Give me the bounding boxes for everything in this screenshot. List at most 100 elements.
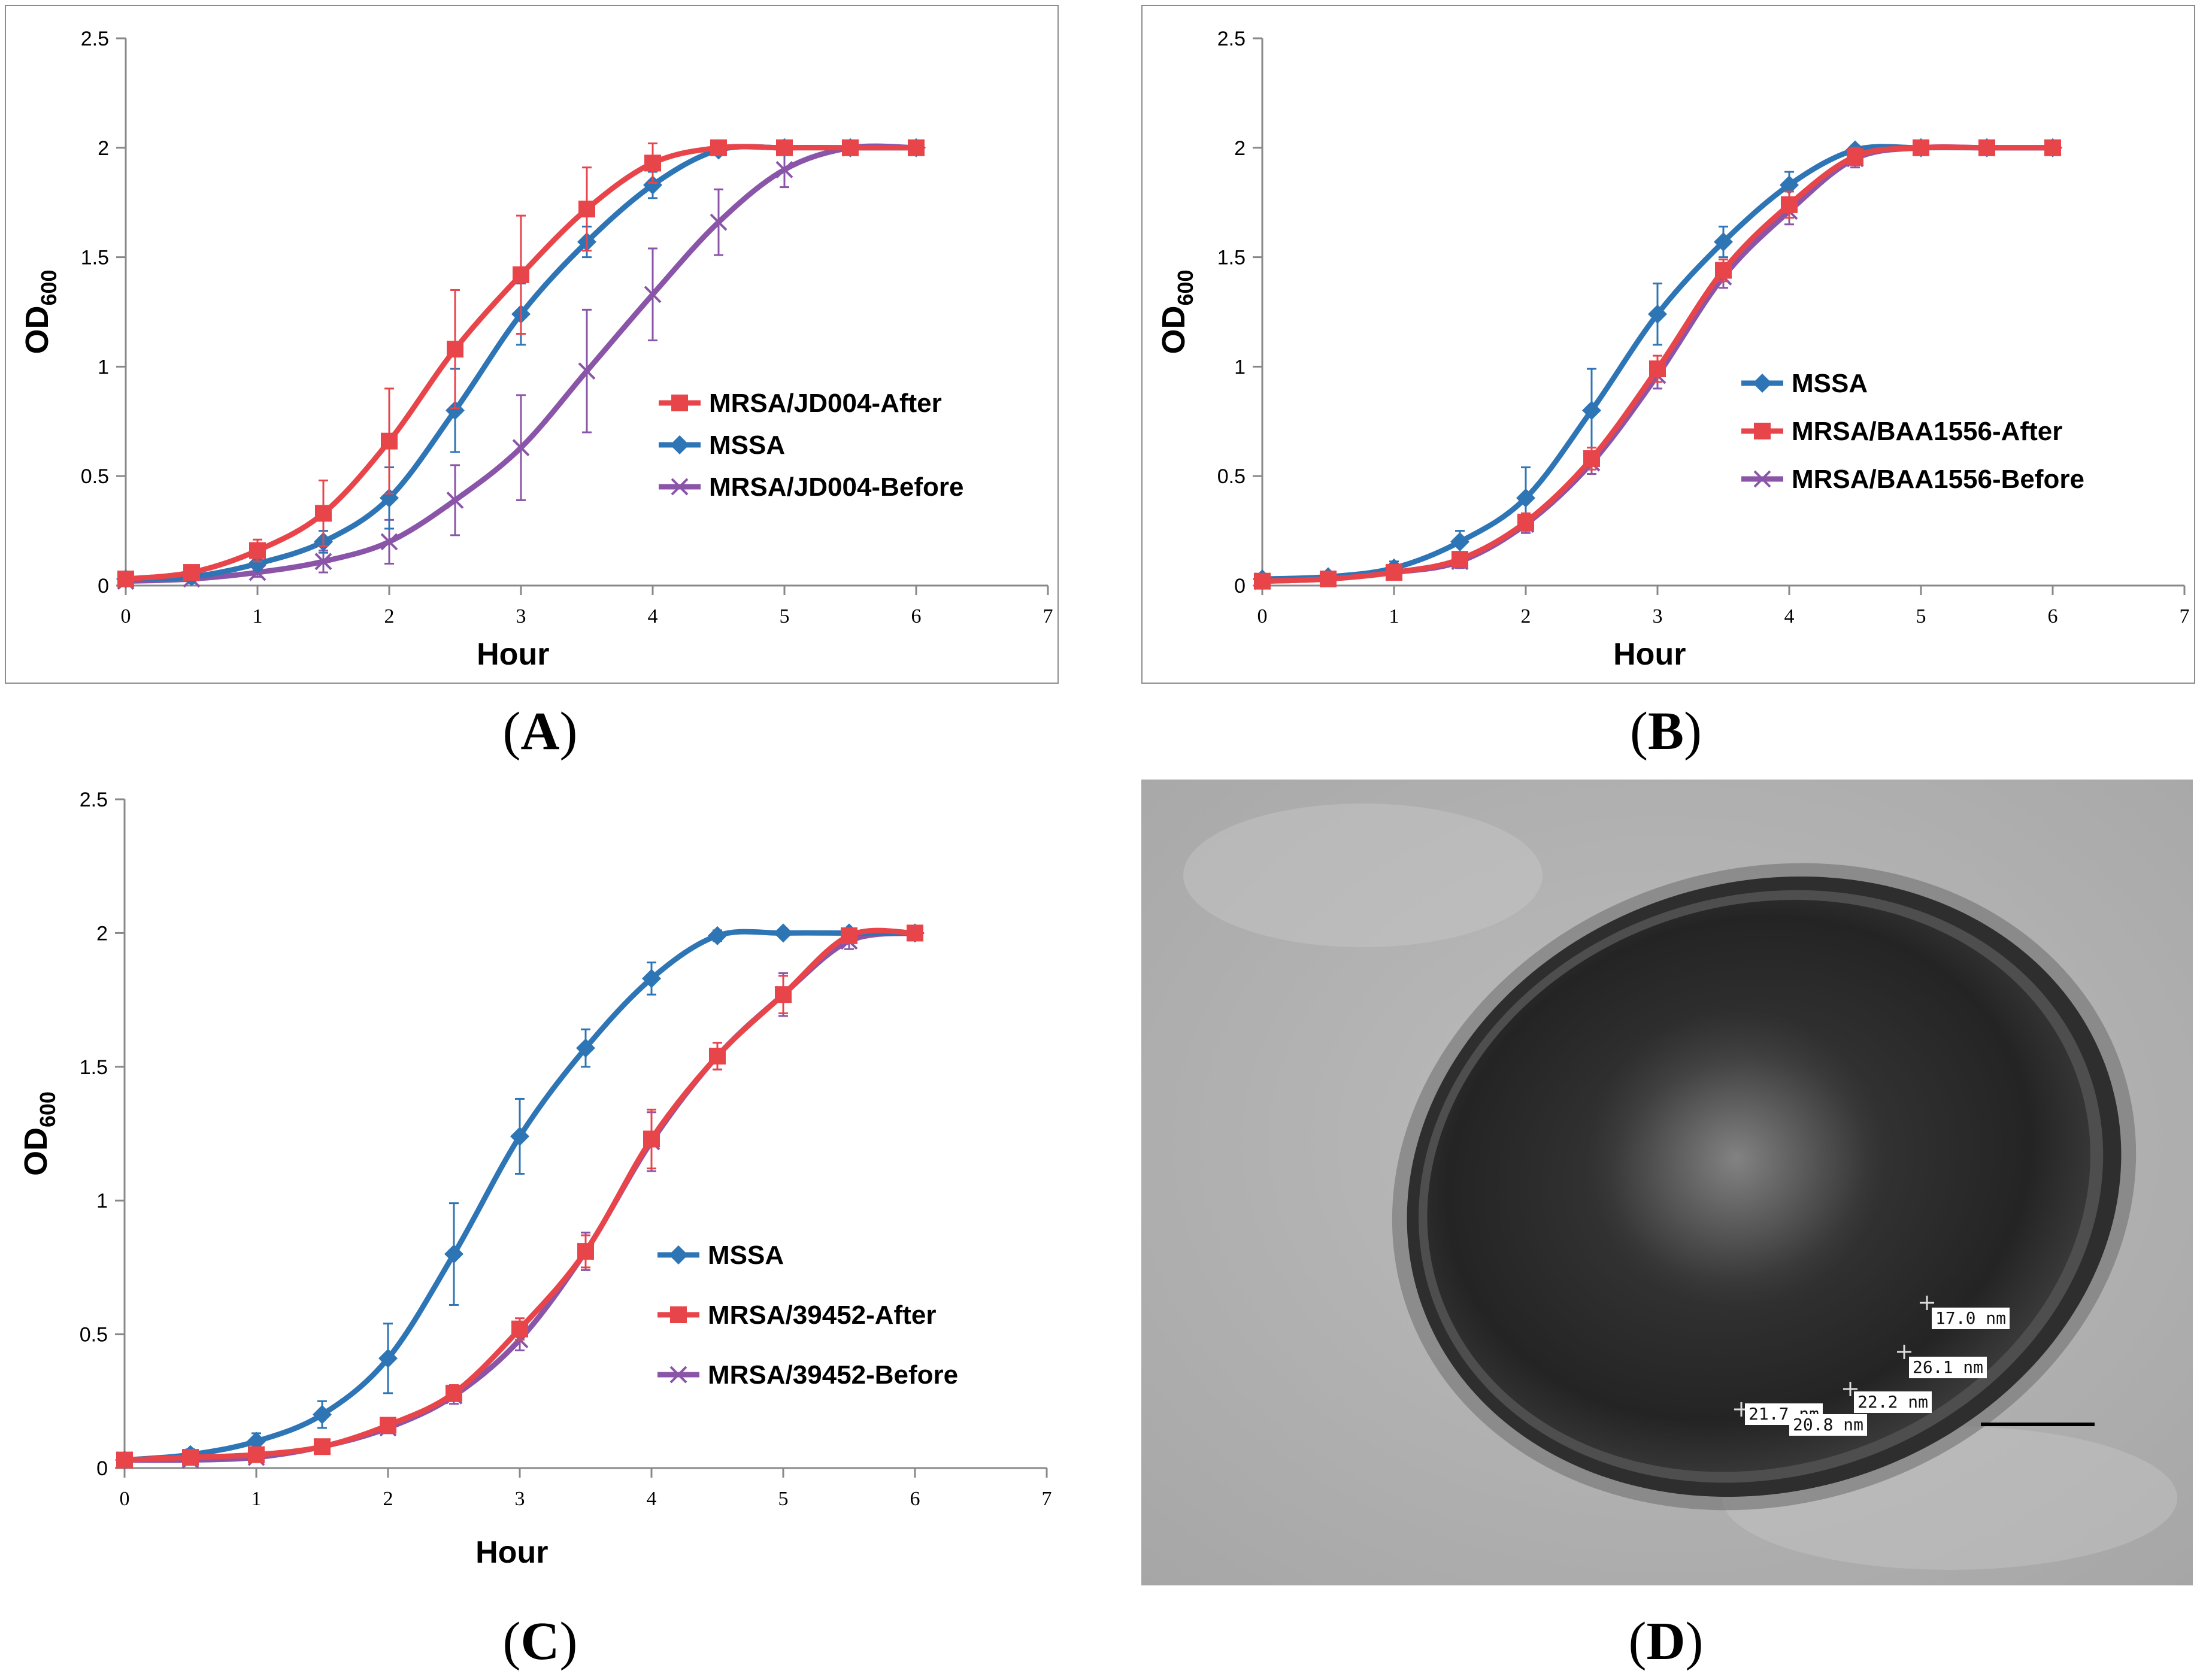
legend-marker: [1754, 423, 1771, 439]
data-point: [774, 923, 793, 943]
growth-curve-chart-b: 0 0.5 1 1.5 2 2.5 0 1 2 3 4 5 6 7 Hour OD600 MSSA MRSA/BA…: [1156, 28, 2190, 672]
data-point: [512, 439, 530, 457]
data-point: [643, 175, 662, 195]
x-axis-label: Hour: [477, 637, 549, 672]
data-point: [446, 492, 464, 509]
data-point: [248, 1446, 265, 1463]
data-point: [117, 571, 134, 588]
data-point: [709, 1047, 726, 1065]
caption-a: (A): [502, 702, 578, 761]
legend-item-before: MRSA/JD004-Before: [659, 472, 963, 502]
data-point: [775, 986, 792, 1003]
legend-marker: [670, 435, 689, 454]
growth-curve-chart-a: 0 0.5 1 1.5 2 2.5 0 1 2 3 4 5 6 7 Hour OD600 MRSA/JD004-…: [19, 28, 1053, 672]
y-tick-label: 0: [98, 575, 109, 598]
y-axis-label: OD600: [19, 269, 61, 354]
data-point: [510, 1126, 529, 1146]
data-point: [1583, 450, 1600, 467]
y-tick-label: 1.5: [1217, 247, 1246, 269]
legend-label: MRSA/BAA1556-After: [1792, 417, 2062, 446]
growth-curve-chart-c: 0 0.5 1 1.5 2 2.5 0 1 2 3 4 5 6 7 Hour OD600 MSSA MRSA/39…: [18, 789, 1052, 1570]
data-point: [1320, 571, 1337, 588]
y-tick-label: 1: [96, 1190, 108, 1212]
data-point: [1649, 360, 1666, 378]
data-point: [380, 1417, 396, 1434]
data-point: [775, 160, 793, 178]
series-line: [123, 144, 919, 582]
caption-b: (B): [1630, 702, 1702, 761]
y-tick-label: 1.5: [80, 1056, 108, 1079]
data-point: [708, 926, 727, 945]
data-point: [1913, 139, 1929, 156]
measurement-label-5: 20.8 nm: [1789, 1414, 1868, 1436]
chart-panel-b: 0 0.5 1 1.5 2 2.5 0 1 2 3 4 5 6 7 Hour OD600 MSSA MRSA/BA…: [1141, 5, 2195, 684]
legend-marker: [669, 1366, 687, 1384]
x-tick-label: 6: [910, 1488, 920, 1510]
data-point: [313, 1405, 332, 1424]
x-tick-label: 3: [515, 1488, 525, 1510]
x-tick-label: 1: [1389, 605, 1399, 627]
y-tick-label: 1: [1234, 356, 1246, 378]
series-after: [117, 139, 925, 588]
y-tick-label: 2: [96, 922, 108, 945]
x-tick-label: 7: [1042, 1488, 1052, 1510]
legend-item-mssa: MSSA: [1741, 369, 1868, 398]
x-tick-label: 5: [1916, 605, 1926, 627]
legend-item-mssa: MSSA: [657, 1241, 784, 1270]
y-tick-label: 2.5: [80, 789, 108, 811]
y-tick-label: 2: [1234, 137, 1246, 160]
x-tick-label: 3: [516, 605, 526, 627]
data-point: [578, 201, 595, 218]
data-point: [378, 1348, 398, 1368]
legend-label: MRSA/JD004-Before: [709, 472, 963, 502]
x-tick-label: 0: [1257, 605, 1268, 627]
x-tick-label: 4: [648, 605, 658, 627]
x-axis-label: Hour: [475, 1535, 548, 1570]
y-tick-label: 0: [96, 1457, 108, 1480]
data-point: [511, 1320, 528, 1338]
data-point: [644, 154, 661, 172]
data-point: [314, 553, 332, 571]
series-mssa: [116, 138, 926, 589]
legend-marker: [671, 395, 688, 411]
data-point: [1386, 564, 1402, 581]
legend-marker: [1753, 470, 1771, 488]
data-point: [1714, 232, 1733, 252]
data-point: [1847, 148, 1863, 165]
data-point: [1582, 401, 1601, 420]
data-point: [314, 1438, 331, 1455]
data-point: [182, 1449, 199, 1466]
legend-marker: [669, 1245, 688, 1264]
y-tick-label: 0.5: [1217, 465, 1246, 488]
data-point: [642, 969, 661, 988]
x-tick-label: 6: [911, 605, 922, 627]
y-axis-label: OD600: [18, 1091, 60, 1176]
measurement-label-1: 17.0 nm: [1932, 1308, 2010, 1329]
series-before: [117, 139, 925, 590]
data-point: [907, 924, 923, 942]
data-point: [710, 213, 728, 231]
data-point: [1648, 304, 1667, 324]
x-tick-label: 0: [120, 1488, 130, 1510]
legend-item-after: MRSA/BAA1556-After: [1741, 417, 2062, 446]
series-line: [122, 929, 918, 1463]
x-tick-label: 1: [253, 605, 263, 627]
data-point: [247, 1432, 266, 1451]
legend-item-after: MRSA/39452-After: [657, 1300, 936, 1330]
legend-item-before: MRSA/BAA1556-Before: [1741, 465, 2084, 494]
x-tick-label: 4: [1784, 605, 1795, 627]
data-point: [116, 1451, 133, 1469]
data-point: [183, 564, 200, 581]
nucleoid: [1586, 1008, 1886, 1308]
series-after: [1254, 139, 2061, 590]
data-point: [1517, 513, 1534, 530]
data-point: [644, 286, 662, 304]
data-point: [710, 139, 727, 156]
data-point: [643, 1130, 660, 1148]
legend: MRSA/JD004-After MSSA MRSA/JD004-Before: [659, 389, 963, 502]
data-point: [908, 139, 925, 156]
data-point: [444, 1244, 463, 1264]
x-tick-label: 4: [647, 1488, 657, 1510]
data-point: [776, 139, 793, 156]
data-point: [446, 401, 465, 420]
